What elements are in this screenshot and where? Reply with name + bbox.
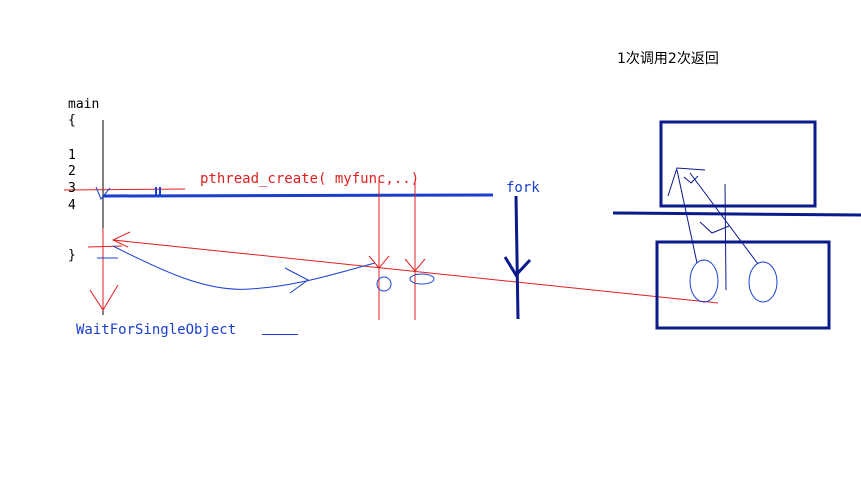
wait-marker-horizontal — [87, 245, 123, 248]
oval-link-2 — [689, 172, 759, 265]
line-number-1: 1 — [68, 148, 76, 163]
thread-curve — [112, 245, 376, 290]
line3-red-marker — [63, 188, 186, 191]
red-guide-2-arrow — [404, 258, 426, 272]
main-label: main — [68, 97, 100, 112]
oval-link-3 — [724, 183, 727, 291]
red-guide-1-arrow — [368, 255, 390, 269]
oval-link-1 — [676, 169, 698, 264]
thread-curve-arrowhead — [284, 267, 309, 294]
line3-check-mark — [95, 186, 111, 200]
child-process-box — [655, 240, 831, 330]
small-ellipse — [409, 273, 435, 285]
mid-arrowhead — [699, 221, 730, 234]
fork-arrow-shaft — [514, 195, 520, 320]
wait-for-single-object-label: WaitForSingleObject — [76, 322, 237, 338]
small-circle — [376, 276, 392, 292]
call-once-return-twice-note: 1次调用2次返回 — [617, 51, 719, 67]
return-oval-1 — [689, 259, 719, 303]
line-number-2: 2 — [68, 164, 76, 179]
fork-arrowhead — [503, 256, 532, 278]
fork-label: fork — [506, 180, 540, 196]
return-arrowhead — [111, 231, 131, 248]
line-number-3: 3 — [68, 181, 76, 196]
right-hook — [683, 175, 699, 184]
process-divider — [612, 211, 861, 217]
open-brace: { — [68, 113, 76, 128]
wait-marker-branch — [89, 284, 119, 311]
return-oval-2 — [748, 261, 778, 303]
pthread-create-line — [102, 193, 494, 198]
close-brace: } — [68, 248, 76, 263]
parent-process-box — [659, 120, 817, 208]
wait-underline — [262, 334, 298, 335]
pthread-create-label: pthread_create( myfunc,..) — [200, 171, 420, 187]
line-number-4: 4 — [68, 198, 76, 213]
top-arrowhead — [667, 167, 706, 197]
